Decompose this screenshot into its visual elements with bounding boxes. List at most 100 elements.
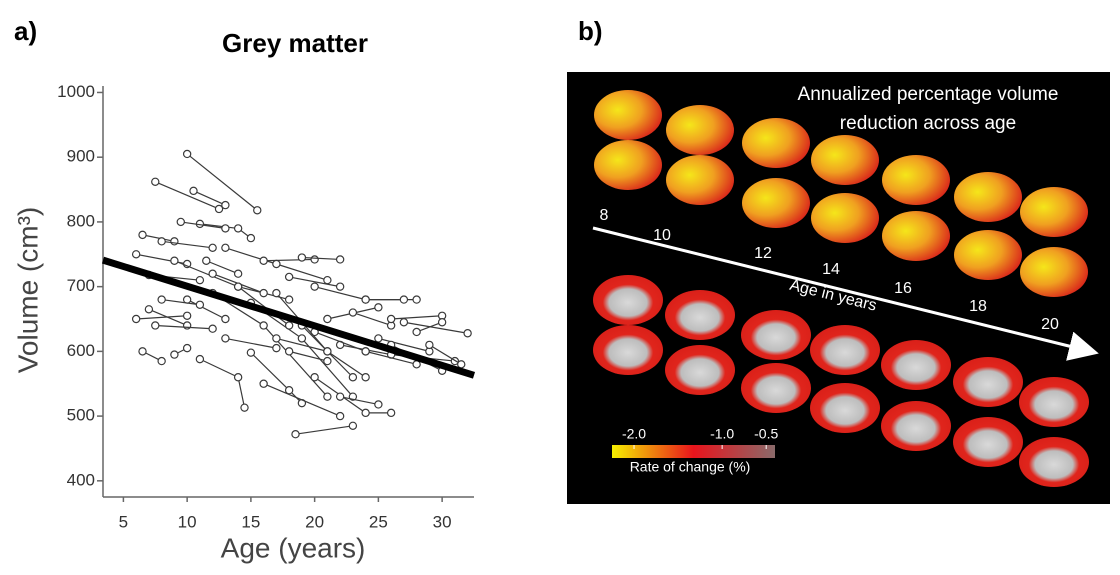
y-tick-label: 1000 xyxy=(57,82,95,101)
subject-line xyxy=(429,344,462,365)
subject-line xyxy=(378,337,430,352)
brain-medial xyxy=(593,275,663,325)
x-tick-label: 20 xyxy=(305,512,324,531)
age-arrow xyxy=(592,226,1099,361)
data-point xyxy=(157,356,166,366)
data-point xyxy=(399,295,409,304)
data-point xyxy=(138,347,147,356)
data-point xyxy=(323,356,332,366)
brain-medial xyxy=(1019,437,1089,487)
data-point xyxy=(310,373,319,382)
data-point xyxy=(182,343,192,353)
data-point xyxy=(195,300,205,309)
subject-line xyxy=(276,337,328,352)
data-point xyxy=(189,186,198,196)
brain-lateral xyxy=(666,155,734,205)
panel-title: reduction across age xyxy=(840,113,1016,134)
data-point xyxy=(259,288,268,298)
data-point xyxy=(348,308,358,317)
brain-lateral xyxy=(882,211,950,261)
data-point xyxy=(240,403,249,412)
brain-medial xyxy=(881,340,951,390)
subject-line xyxy=(225,337,277,349)
data-point xyxy=(457,360,466,369)
data-point xyxy=(361,295,370,304)
data-point xyxy=(284,386,294,395)
brain-lateral xyxy=(954,172,1022,222)
data-point xyxy=(182,149,192,159)
data-point xyxy=(386,408,396,418)
data-point xyxy=(246,348,256,357)
subject-line xyxy=(155,324,213,330)
y-tick-label: 600 xyxy=(67,341,95,360)
x-tick-label: 30 xyxy=(433,512,452,531)
brain-lateral xyxy=(594,90,662,140)
x-tick-label: 10 xyxy=(178,512,197,531)
y-axis-label: Volume (cm³) xyxy=(12,207,43,373)
age-label: 18 xyxy=(969,298,987,315)
age-label: 20 xyxy=(1041,316,1059,333)
brain-medial xyxy=(810,383,880,433)
data-point xyxy=(272,288,281,298)
data-point xyxy=(425,340,434,350)
panel-label: b) xyxy=(578,16,603,46)
data-point xyxy=(208,324,217,333)
brain-lateral xyxy=(594,140,662,190)
data-point xyxy=(138,230,147,240)
data-point xyxy=(182,311,192,320)
colorbar-tick-label: -1.0 xyxy=(710,426,734,442)
data-point xyxy=(246,233,256,243)
data-point xyxy=(437,318,447,327)
data-point xyxy=(284,321,294,330)
data-point xyxy=(233,373,243,382)
colorbar xyxy=(612,445,775,458)
brain-medial xyxy=(741,363,811,413)
data-point xyxy=(259,321,268,330)
data-point xyxy=(297,334,307,343)
data-point xyxy=(335,392,345,401)
data-point xyxy=(310,282,319,291)
data-point xyxy=(131,314,141,324)
data-point xyxy=(259,256,268,265)
subject-line xyxy=(199,358,246,408)
data-point xyxy=(323,347,332,356)
subject-line xyxy=(314,331,366,352)
y-tick-label: 800 xyxy=(67,211,95,230)
brain-lateral xyxy=(811,135,879,185)
panel-label: a) xyxy=(14,16,37,46)
data-point xyxy=(195,354,205,364)
brain-lateral xyxy=(742,178,810,228)
x-axis-label: Age (years) xyxy=(221,532,366,563)
brain-medial xyxy=(593,325,663,375)
brain-lateral xyxy=(1020,247,1088,297)
data-point xyxy=(463,329,472,338)
data-point xyxy=(335,282,345,291)
subject-line xyxy=(288,350,328,362)
brain-lateral xyxy=(811,193,879,243)
data-point xyxy=(272,343,281,353)
data-point xyxy=(412,327,421,337)
colorbar-tick-label: -2.0 xyxy=(622,426,646,442)
data-point xyxy=(157,237,166,246)
y-tick-label: 400 xyxy=(67,470,95,489)
data-point xyxy=(335,255,345,264)
subject-line xyxy=(180,221,226,229)
data-point xyxy=(361,408,370,418)
data-point xyxy=(214,204,224,214)
data-point xyxy=(221,314,230,324)
brain-medial xyxy=(665,290,735,340)
subject-line xyxy=(155,181,220,210)
data-point xyxy=(208,269,217,278)
brain-images xyxy=(593,90,1089,487)
data-point xyxy=(323,392,332,401)
data-point xyxy=(361,347,370,356)
colorbar-label: Rate of change (%) xyxy=(630,459,751,475)
subject-line xyxy=(161,298,200,306)
data-point xyxy=(297,253,307,262)
subject-line xyxy=(206,260,239,275)
data-point xyxy=(272,259,281,269)
data-point xyxy=(253,206,262,215)
data-point xyxy=(323,275,332,285)
age-label: 16 xyxy=(894,280,912,297)
data-point xyxy=(131,250,141,259)
